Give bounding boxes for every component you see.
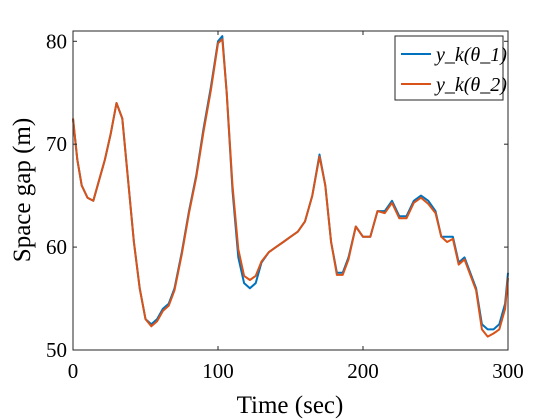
x-tick-label: 300 (492, 359, 524, 383)
legend-box (394, 35, 504, 101)
y-axis-title: Space gap (m) (9, 118, 36, 262)
legend-label-theta-2: y_k(θ_2) (434, 74, 507, 96)
y-tick-label: 80 (46, 29, 67, 53)
x-tick-label: 100 (202, 359, 234, 383)
x-tick-label: 200 (347, 359, 379, 383)
axis-tick-labels: 0 100 200 300 50 60 70 80 (46, 29, 524, 383)
axis-ticks (72, 31, 509, 351)
plot-lines (72, 35, 509, 338)
y-tick-label: 60 (46, 235, 67, 259)
x-tick-label: 0 (68, 359, 79, 383)
y-tick-label: 50 (46, 338, 67, 362)
legend-label-theta-1: y_k(θ_1) (434, 44, 507, 66)
x-axis-title: Time (sec) (237, 392, 344, 419)
legend: y_k(θ_1) y_k(θ_2) (394, 35, 507, 101)
plot-frame (72, 30, 509, 351)
y-tick-label: 70 (46, 132, 67, 156)
series-line-2 (72, 38, 509, 338)
